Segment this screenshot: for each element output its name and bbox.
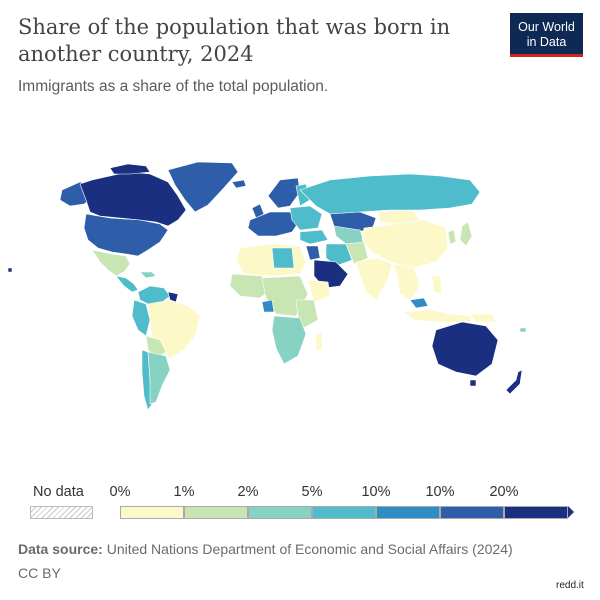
- source-label: Data source:: [18, 541, 103, 557]
- region-western-europe: [247, 211, 301, 237]
- legend-tick-2: 2%: [237, 484, 259, 500]
- legend-tick-5: 10%: [425, 484, 455, 500]
- region-pacific-islands: [519, 327, 527, 333]
- region-new-guinea: [469, 313, 497, 323]
- region-hawaii: [7, 267, 13, 273]
- region-scandinavia: [267, 177, 301, 209]
- region-korea: [447, 229, 457, 245]
- source-text[interactable]: United Nations Department of Economic an…: [106, 541, 513, 557]
- region-horn-of-africa: [307, 279, 331, 303]
- region-west-africa: [229, 273, 271, 299]
- region-peru: [131, 299, 151, 337]
- region-united-states: [83, 213, 169, 257]
- region-turkey: [299, 229, 329, 245]
- legend-swatch-5[interactable]: [440, 506, 504, 519]
- region-madagascar: [315, 331, 323, 351]
- legend-arrow: [568, 506, 574, 518]
- license[interactable]: CC BY: [18, 565, 61, 581]
- region-arctic-islands: [109, 163, 151, 175]
- legend-no-data-label: No data: [33, 484, 84, 500]
- logo-accent-bar: [510, 54, 583, 57]
- legend-tick-0: 0%: [109, 484, 131, 500]
- region-malaysia: [409, 297, 429, 309]
- region-mexico: [91, 249, 131, 277]
- legend-swatch-3[interactable]: [312, 506, 376, 519]
- region-colombia-venezuela: [137, 285, 171, 305]
- map-legend: No data 0% 1% 2% 5% 10% 10% 20%: [0, 480, 600, 530]
- region-gulf-states: [313, 259, 349, 289]
- legend-tick-3: 5%: [301, 484, 323, 500]
- legend-swatch-1[interactable]: [184, 506, 248, 519]
- region-eastern-europe: [289, 205, 323, 231]
- region-tasmania: [469, 379, 477, 387]
- legend-no-data-swatch[interactable]: [30, 506, 93, 519]
- region-caribbean: [139, 271, 157, 279]
- region-australia: [431, 321, 499, 377]
- region-uk: [251, 203, 265, 219]
- region-india: [355, 257, 393, 301]
- region-southeast-asia: [393, 263, 421, 301]
- region-libya: [271, 247, 295, 269]
- logo-line-2: in Data: [526, 35, 567, 49]
- legend-swatch-2[interactable]: [248, 506, 312, 519]
- region-japan: [459, 221, 473, 247]
- watermark: redd.it: [556, 580, 584, 591]
- region-new-zealand: [505, 369, 523, 395]
- legend-tick-6: 20%: [489, 484, 519, 500]
- legend-swatch-6[interactable]: [504, 506, 568, 519]
- region-north-africa: [235, 243, 307, 277]
- region-southern-africa: [271, 315, 307, 365]
- region-philippines: [431, 275, 443, 295]
- chart-subtitle: Immigrants as a share of the total popul…: [18, 78, 329, 95]
- legend-swatch-0[interactable]: [120, 506, 184, 519]
- legend-swatch-4[interactable]: [376, 506, 440, 519]
- world-map[interactable]: [0, 150, 600, 420]
- region-gabon: [261, 299, 275, 313]
- region-china: [361, 219, 449, 269]
- region-indonesia: [403, 309, 473, 323]
- data-source: Data source: United Nations Department o…: [18, 541, 513, 557]
- region-argentina: [147, 351, 171, 405]
- region-iceland: [231, 179, 247, 189]
- region-greenland: [167, 161, 239, 213]
- logo-line-1: Our World: [518, 20, 575, 34]
- legend-tick-4: 10%: [361, 484, 391, 500]
- region-iran: [325, 243, 353, 267]
- legend-tick-1: 1%: [173, 484, 195, 500]
- region-russia: [299, 173, 481, 215]
- owid-logo[interactable]: Our World in Data: [510, 13, 583, 57]
- region-levant: [305, 245, 321, 261]
- region-pakistan: [345, 241, 369, 265]
- region-central-america: [115, 275, 139, 293]
- chart-title: Share of the population that was born in…: [18, 15, 451, 66]
